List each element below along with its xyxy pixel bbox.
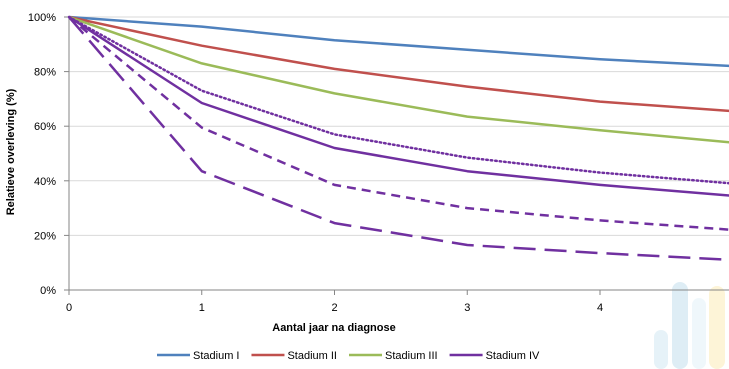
legend-label: Stadium III (385, 350, 438, 362)
legend-label: Stadium I (193, 350, 239, 362)
x-tick-label: 1 (199, 302, 205, 314)
y-tick-label: 0% (40, 285, 56, 297)
x-tick-label: 3 (464, 302, 470, 314)
legend: Stadium I Stadium II Stadium III Stadium IV (157, 350, 540, 362)
x-tick-label: 4 (597, 302, 603, 314)
series-line-4 (67, 15, 729, 185)
y-tick-label: 100% (28, 12, 56, 24)
series-line-3 (68, 15, 729, 197)
series-line-6 (68, 16, 729, 262)
y-axis-title: Relatieve overleving (%) (5, 88, 17, 215)
series-line-5 (68, 16, 729, 231)
y-tick-label: 60% (34, 121, 56, 133)
y-tick-label: 20% (34, 230, 56, 242)
x-tick-labels: 0 1 2 3 4 (66, 302, 603, 314)
background-watermark (654, 282, 725, 369)
legend-label: Stadium II (287, 350, 337, 362)
series-line-1 (68, 15, 729, 113)
y-tick-label: 40% (34, 176, 56, 188)
y-tick-labels: 0% 20% 40% 60% 80% 100% (28, 12, 56, 297)
series-lines (67, 15, 729, 262)
series-line-0 (68, 15, 729, 68)
axes (64, 16, 729, 295)
gridlines (69, 16, 729, 236)
x-tick-label: 2 (331, 302, 337, 314)
legend-label: Stadium IV (486, 350, 540, 362)
series-line-2 (68, 15, 729, 144)
x-tick-label: 0 (66, 302, 72, 314)
y-tick-label: 80% (34, 67, 56, 79)
x-axis-title: Aantal jaar na diagnose (272, 322, 395, 334)
